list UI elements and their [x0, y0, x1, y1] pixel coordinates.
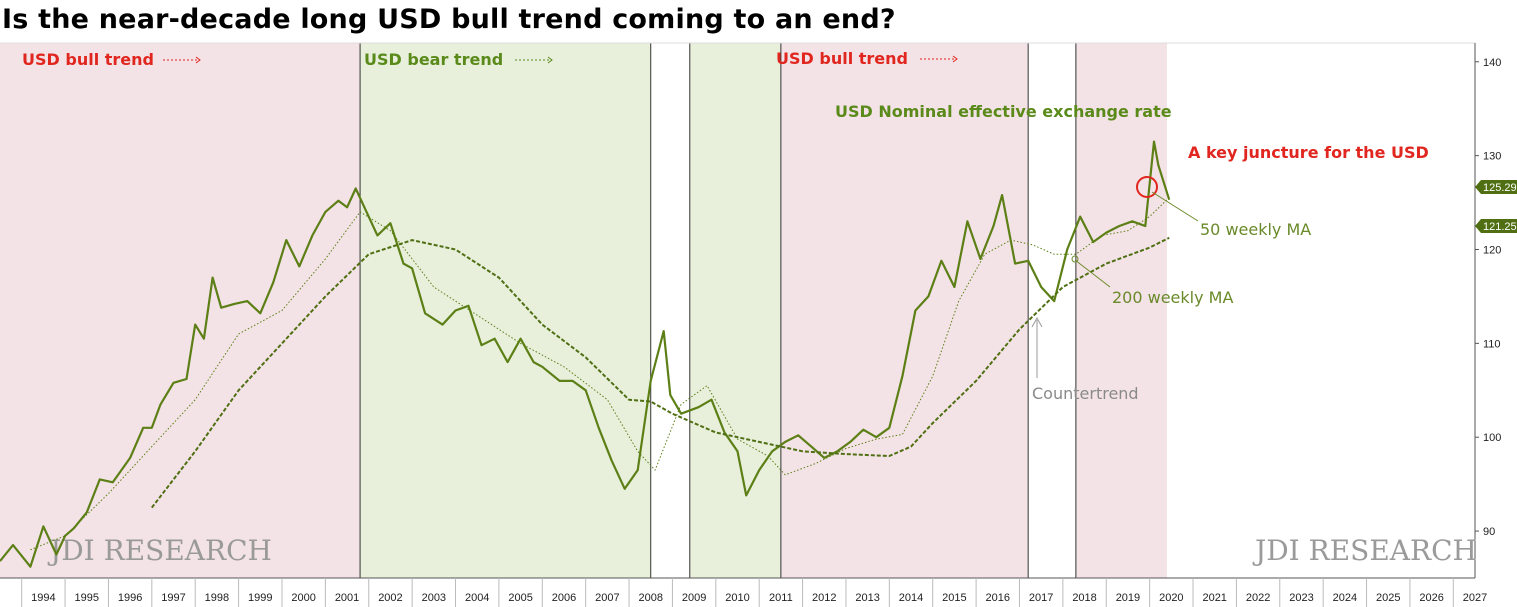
x-tick-label-2003: 2003: [422, 592, 446, 604]
x-tick-label-1998: 1998: [205, 592, 229, 604]
x-tick-label-2026: 2026: [1419, 592, 1443, 604]
juncture-label: A key juncture for the USD: [1188, 143, 1429, 162]
countertrend-label: Countertrend: [1032, 384, 1139, 403]
watermarks: JDI RESEARCH JDI RESEARCH: [47, 534, 1477, 567]
plot-frame: [0, 42, 1476, 579]
ma200-label: 200 weekly MA: [1112, 288, 1233, 307]
series-line-nominal-eer: [0, 140, 1171, 568]
x-tick-label-2021: 2021: [1202, 592, 1226, 604]
x-tick-label-2018: 2018: [1072, 592, 1096, 604]
series-layer: [0, 140, 1171, 568]
watermark-left: JDI RESEARCH: [47, 534, 272, 567]
series-label: USD Nominal effective exchange rate: [835, 102, 1172, 121]
x-tick-label-2000: 2000: [291, 592, 315, 604]
x-tick-label-2005: 2005: [508, 592, 532, 604]
x-tick-label-2027: 2027: [1463, 592, 1487, 604]
y-tick-label-90: 90: [1483, 526, 1495, 538]
x-tick-label-2019: 2019: [1116, 592, 1140, 604]
x-tick-label-2002: 2002: [378, 592, 402, 604]
x-tick-label-2009: 2009: [682, 592, 706, 604]
x-tick-label-2011: 2011: [769, 592, 793, 604]
trend-zones: [0, 43, 1167, 578]
bull-arrowhead-1: [195, 56, 201, 64]
bull-trend-label-1: USD bull trend: [22, 50, 154, 69]
x-tick-label-2013: 2013: [855, 592, 879, 604]
ma50-label: 50 weekly MA: [1200, 220, 1311, 239]
y-axis: 90 100 110 120 130 140: [1475, 57, 1501, 538]
bear-zone-2: [689, 43, 781, 578]
annotations: USD bull trend USD bear trend USD bull t…: [22, 49, 1429, 403]
ma200-last-value-badge: 121.25: [1475, 219, 1517, 233]
bull-zone-0: [0, 43, 361, 578]
x-tick-label-2017: 2017: [1029, 592, 1053, 604]
last-value-badges: 125.29 121.25: [1475, 180, 1517, 233]
x-tick-label-1999: 1999: [248, 592, 272, 604]
bear-trend-label: USD bear trend: [364, 50, 503, 69]
x-tick-label-1996: 1996: [118, 592, 142, 604]
series-last-value: 125.29: [1483, 182, 1517, 194]
ma200-leader-line: [1074, 259, 1111, 288]
ma200-marker: [1071, 255, 1079, 263]
bull-arrowhead-2: [952, 55, 958, 63]
series-line-ma50: [30, 199, 1168, 551]
y-tick-label-130: 130: [1483, 151, 1501, 163]
bull-trend-label-2: USD bull trend: [776, 49, 908, 68]
x-tick-label-1994: 1994: [31, 592, 55, 604]
x-tick-label-2025: 2025: [1376, 592, 1400, 604]
x-tick-label-2016: 2016: [986, 592, 1010, 604]
x-tick-label-2007: 2007: [595, 592, 619, 604]
y-tick-label-110: 110: [1483, 338, 1501, 350]
x-tick-label-2006: 2006: [552, 592, 576, 604]
x-tick-label-2022: 2022: [1246, 592, 1270, 604]
x-tick-label-2010: 2010: [725, 592, 749, 604]
x-tick-label-2023: 2023: [1289, 592, 1313, 604]
x-tick-label-2004: 2004: [465, 592, 489, 604]
bear-arrowhead: [547, 56, 553, 64]
watermark-right: JDI RESEARCH: [1252, 534, 1477, 567]
bear-zone-1: [360, 43, 651, 578]
x-tick-label-2015: 2015: [942, 592, 966, 604]
page-title: Is the near-decade long USD bull trend c…: [2, 4, 896, 35]
bull-zone-3: [780, 43, 1029, 578]
x-tick-label-1997: 1997: [161, 592, 185, 604]
countertrend-arrowhead: [1031, 316, 1043, 328]
juncture-circle: [1136, 176, 1158, 198]
x-tick-label-2024: 2024: [1333, 592, 1357, 604]
y-tick-label-140: 140: [1483, 57, 1501, 69]
x-tick-label-2020: 2020: [1159, 592, 1183, 604]
x-tick-label-1995: 1995: [75, 592, 99, 604]
x-tick-label-2012: 2012: [812, 592, 836, 604]
y-tick-label-100: 100: [1483, 432, 1501, 444]
x-tick-label-2014: 2014: [899, 592, 923, 604]
series-line-ma200: [151, 236, 1170, 509]
x-tick-label-2001: 2001: [335, 592, 359, 604]
regime-divider-lines: [359, 43, 1077, 578]
series-last-value-badge: 125.29: [1475, 180, 1517, 194]
ma50-leader-line: [1151, 191, 1199, 222]
x-axis: 1994 1995 1996 1997 1998 1999 2000 2001 2002 2003…: [21, 578, 1487, 607]
ma200-last-value: 121.25: [1483, 221, 1517, 233]
bull-zone-4: [1075, 43, 1167, 578]
x-tick-label-2008: 2008: [638, 592, 662, 604]
y-tick-label-120: 120: [1483, 244, 1501, 256]
